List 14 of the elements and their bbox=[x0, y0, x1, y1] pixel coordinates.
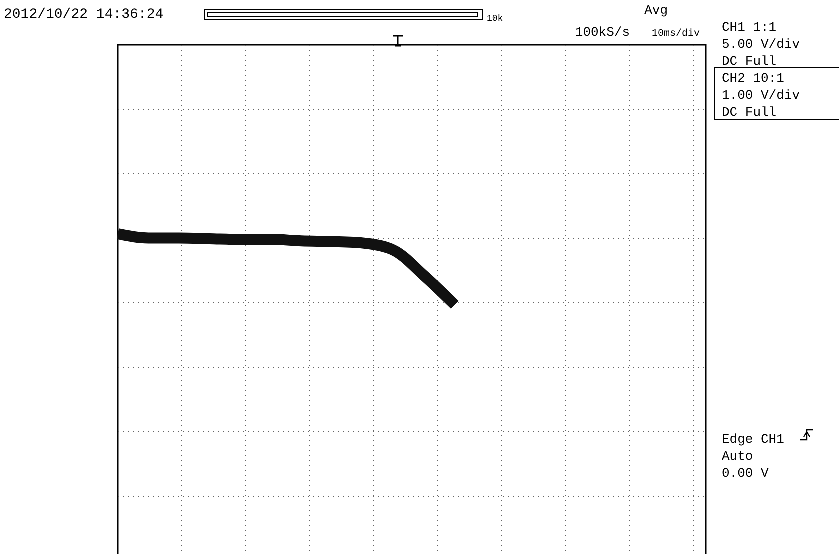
text: 100kS/s bbox=[575, 25, 630, 40]
text: Edge CH1 bbox=[722, 432, 785, 447]
text: DC Full bbox=[722, 54, 777, 69]
text: 0.00 V bbox=[722, 466, 770, 481]
text: CH1 1:1 bbox=[722, 20, 777, 35]
text: CH2 10:1 bbox=[722, 71, 785, 86]
text: Avg bbox=[644, 3, 668, 18]
text: DC Full bbox=[722, 105, 777, 120]
text: 5.00 V/div bbox=[722, 37, 800, 52]
text: 10ms/div bbox=[652, 28, 700, 40]
text: 10k bbox=[487, 14, 504, 24]
text: 1.00 V/div bbox=[722, 88, 800, 103]
text: 2012/10/22 14:36:24 bbox=[4, 7, 164, 23]
text: Auto bbox=[722, 449, 754, 464]
